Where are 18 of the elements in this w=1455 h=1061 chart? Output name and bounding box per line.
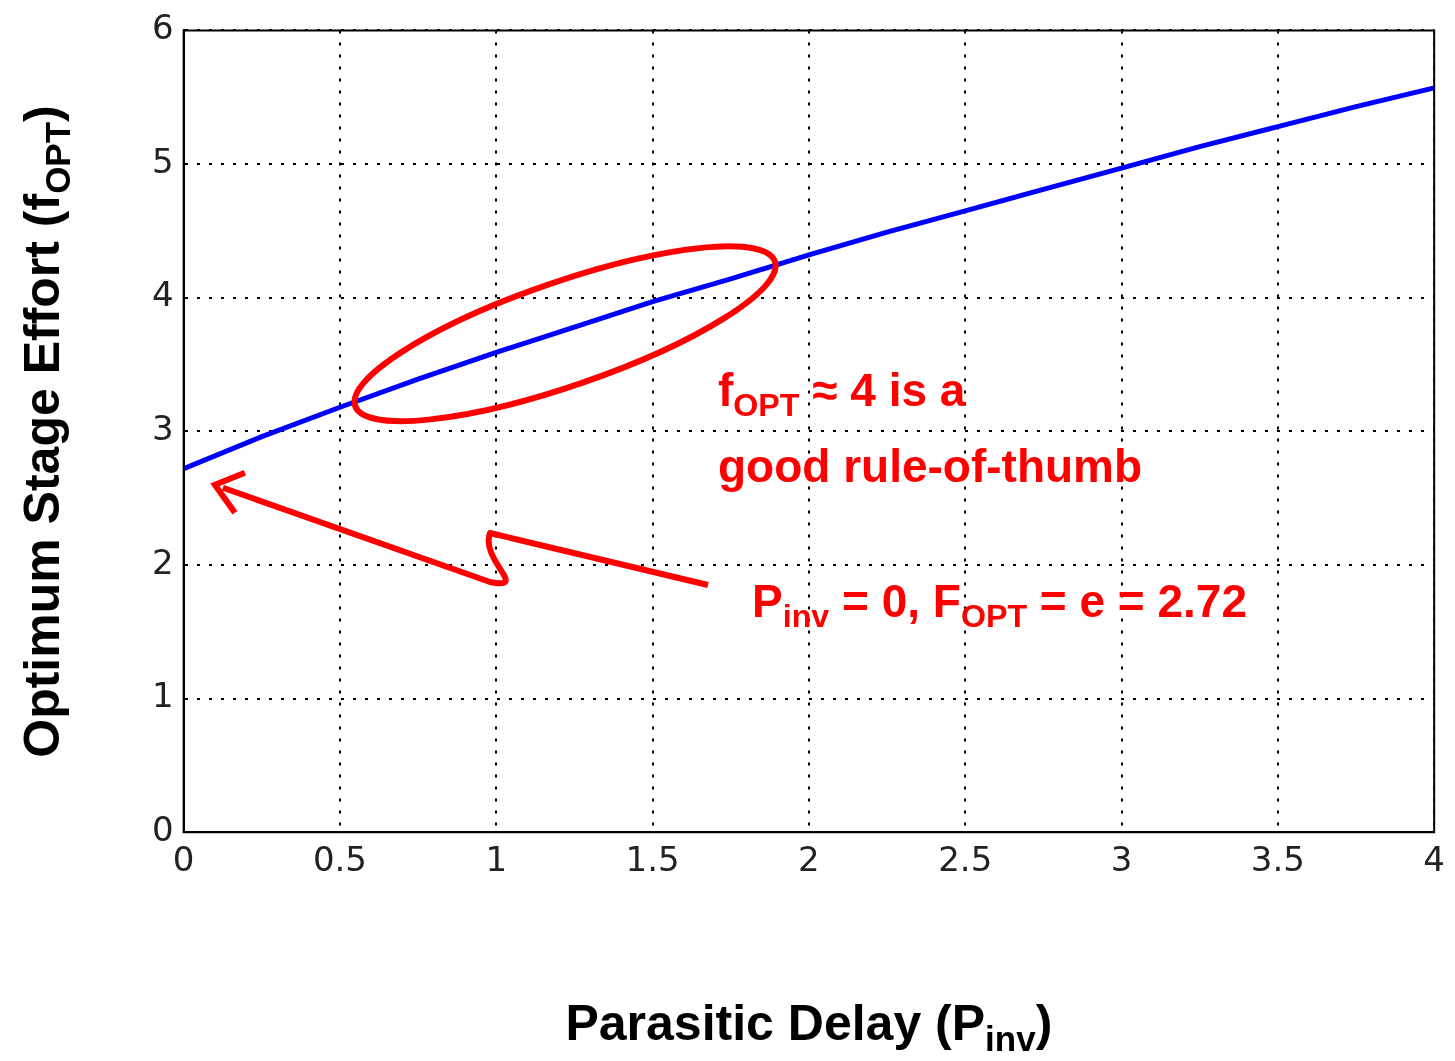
y-tick-label: 5 [151,140,174,181]
y-tick-label: 6 [151,7,174,48]
x-tick-label: 0.5 [312,839,367,880]
x-tick-label: 4 [1423,839,1445,880]
x-tick-label: 1 [485,839,508,880]
x-axis-title: Parasitic Delay (P$_{inv}$) [565,994,1053,1059]
x-tick-label: 3 [1110,839,1133,880]
y-tick-label: 3 [151,408,174,449]
y-tick-label: 1 [151,675,174,716]
x-tick-label: 2.5 [938,839,993,880]
x-tick-label: 3.5 [1250,839,1305,880]
y-tick-label: 4 [151,274,174,315]
y-tick-label: 0 [151,809,174,850]
annotation: P$_{inv}$ = 0, F$_{OPT}$ = e = 2.72 [752,574,1248,637]
y-tick-label: 2 [151,541,174,582]
annotation: f$_{OPT}$ ≈ 4 is a good rule-of-thumb [718,363,1143,495]
x-tick-label: 1.5 [625,839,680,880]
x-tick-label: 2 [798,839,820,880]
